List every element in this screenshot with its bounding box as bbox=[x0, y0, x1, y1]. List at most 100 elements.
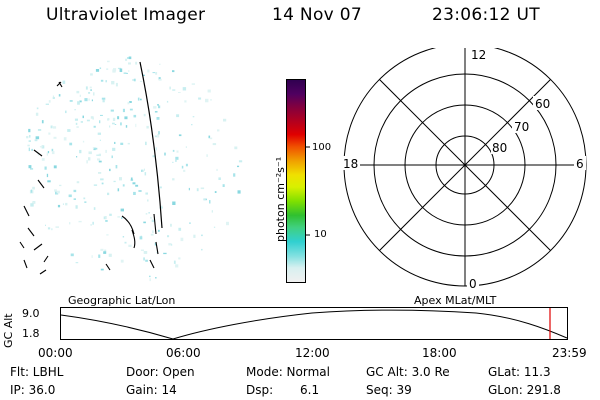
emission-speckle bbox=[100, 114, 103, 116]
emission-speckle bbox=[37, 152, 39, 156]
emission-speckle bbox=[29, 135, 31, 138]
emission-speckle bbox=[127, 57, 129, 59]
emission-speckle bbox=[100, 268, 104, 271]
emission-speckle bbox=[99, 120, 101, 124]
emission-speckle bbox=[93, 92, 95, 96]
emission-speckle bbox=[51, 148, 54, 152]
emission-speckle bbox=[172, 149, 175, 152]
emission-speckle bbox=[184, 100, 187, 103]
emission-speckle bbox=[133, 114, 137, 118]
emission-speckle bbox=[99, 67, 102, 69]
emission-speckle bbox=[28, 165, 32, 169]
emission-speckle bbox=[154, 242, 156, 246]
emission-speckle bbox=[101, 182, 104, 185]
emission-speckle bbox=[164, 152, 166, 156]
time-label: 23:06:12 UT bbox=[432, 5, 540, 25]
emission-speckle bbox=[41, 120, 44, 124]
emission-speckle bbox=[217, 129, 220, 132]
emission-speckle bbox=[82, 115, 84, 119]
emission-speckle bbox=[198, 97, 202, 100]
timeline-frame bbox=[60, 307, 568, 340]
emission-speckle bbox=[155, 147, 157, 151]
emission-speckle bbox=[90, 116, 94, 119]
emission-speckle bbox=[152, 155, 156, 158]
emission-speckle bbox=[193, 234, 196, 238]
emission-speckle bbox=[112, 117, 116, 121]
emission-speckle bbox=[47, 180, 51, 183]
emission-speckle bbox=[152, 230, 154, 234]
gc-alt-info: GC Alt: 3.0 Re bbox=[366, 365, 450, 379]
emission-speckle bbox=[178, 227, 182, 231]
emission-speckle bbox=[100, 79, 104, 82]
emission-speckle bbox=[127, 101, 130, 105]
emission-speckle bbox=[192, 116, 195, 118]
emission-speckle bbox=[103, 216, 107, 220]
glon-info: GLon: 291.8 bbox=[488, 383, 561, 397]
emission-speckle bbox=[26, 136, 29, 139]
colorbar-ticks bbox=[305, 146, 310, 236]
emission-speckle bbox=[163, 252, 167, 255]
dsp-value: 6.1 bbox=[300, 383, 320, 397]
emission-speckle bbox=[88, 157, 91, 161]
emission-speckle bbox=[173, 260, 176, 264]
emission-speckle bbox=[183, 169, 186, 172]
emission-speckle bbox=[222, 184, 225, 187]
emission-speckle bbox=[101, 97, 106, 100]
emission-speckle bbox=[125, 72, 128, 74]
emission-speckle bbox=[157, 134, 160, 138]
emission-speckle bbox=[109, 168, 111, 172]
emission-speckle bbox=[99, 139, 101, 141]
emission-speckle bbox=[178, 92, 181, 93]
emission-speckle bbox=[112, 122, 115, 125]
emission-speckle bbox=[137, 97, 140, 101]
emission-speckle bbox=[119, 177, 122, 181]
emission-speckle bbox=[48, 132, 51, 135]
emission-speckle bbox=[28, 128, 31, 133]
emission-speckle bbox=[53, 136, 57, 139]
emission-speckle bbox=[48, 100, 51, 103]
emission-speckle bbox=[143, 113, 146, 117]
ip-info: IP: 36.0 bbox=[10, 383, 56, 397]
emission-speckle bbox=[100, 178, 104, 181]
emission-speckle bbox=[95, 69, 100, 72]
emission-speckle bbox=[57, 204, 61, 208]
emission-speckle bbox=[117, 67, 122, 70]
emission-speckle bbox=[111, 81, 115, 85]
emission-speckle bbox=[158, 131, 160, 135]
emission-speckle bbox=[142, 74, 145, 76]
emission-speckle bbox=[120, 259, 124, 263]
emission-speckle bbox=[90, 73, 93, 76]
geographic-label: Geographic Lat/Lon bbox=[68, 294, 176, 307]
colorbar-gradient bbox=[287, 80, 305, 282]
lat-label-60: 60 bbox=[535, 97, 550, 111]
emission-speckle bbox=[34, 139, 38, 142]
lat-label-70: 70 bbox=[514, 120, 529, 134]
emission-speckle bbox=[76, 156, 78, 158]
emission-speckle bbox=[141, 170, 144, 172]
emission-speckle bbox=[145, 141, 147, 146]
altitude-timeline bbox=[60, 307, 568, 340]
emission-speckle bbox=[125, 125, 128, 128]
emission-speckle bbox=[128, 244, 132, 247]
emission-speckle bbox=[132, 182, 136, 185]
emission-speckle bbox=[46, 173, 49, 178]
emission-speckle bbox=[41, 145, 45, 149]
emission-speckle bbox=[148, 212, 150, 214]
emission-speckle bbox=[147, 69, 150, 73]
uv-image-panel bbox=[19, 56, 243, 282]
emission-speckle bbox=[181, 165, 184, 169]
emission-speckle bbox=[94, 147, 98, 150]
emission-speckle bbox=[105, 80, 107, 83]
emission-speckle bbox=[69, 142, 73, 146]
emission-speckle bbox=[158, 78, 162, 81]
emission-speckle bbox=[138, 190, 142, 192]
emission-speckle bbox=[143, 168, 145, 171]
emission-speckle bbox=[127, 142, 130, 145]
emission-speckle bbox=[203, 198, 206, 200]
emission-speckle bbox=[150, 216, 152, 219]
emission-speckle bbox=[100, 248, 104, 251]
emission-speckle bbox=[237, 165, 240, 168]
emission-speckle bbox=[73, 189, 77, 193]
emission-speckle bbox=[97, 158, 101, 161]
emission-speckle bbox=[55, 226, 59, 228]
